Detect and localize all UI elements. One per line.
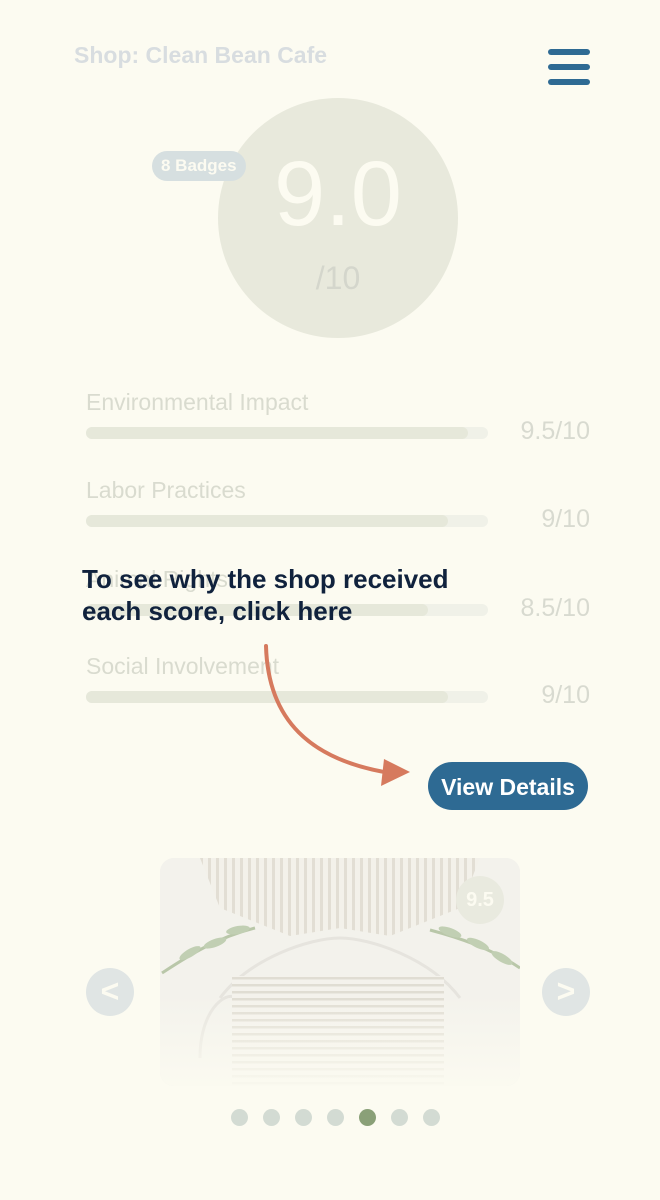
metric-label: Animal Rights <box>86 566 228 592</box>
overall-score-max: /10 <box>315 260 361 296</box>
carousel-dot[interactable] <box>359 1109 376 1126</box>
image-score-badge: 9.5 <box>456 876 504 924</box>
metric-progress-track <box>86 515 488 527</box>
carousel-dot[interactable] <box>231 1109 248 1126</box>
view-details-button[interactable]: View Details <box>428 762 588 810</box>
metric-label: Labor Practices <box>86 477 246 503</box>
metric-progress-track <box>86 691 488 703</box>
carousel-next-button[interactable]: > <box>542 968 590 1016</box>
badges-count-badge[interactable]: 8 Badges <box>152 151 246 181</box>
carousel-dot[interactable] <box>295 1109 312 1126</box>
tote-bag-photo-icon <box>160 858 520 1086</box>
carousel-dot[interactable] <box>327 1109 344 1126</box>
callout-arrow-icon <box>264 644 410 786</box>
overall-score-circle: 9.0 /10 <box>218 98 458 338</box>
metric-score: 8.5/10 <box>520 594 590 622</box>
metric-score: 9/10 <box>541 505 590 533</box>
carousel-dot[interactable] <box>391 1109 408 1126</box>
carousel-image[interactable]: 9.5 <box>160 858 520 1086</box>
carousel-dot[interactable] <box>263 1109 280 1126</box>
overall-score-value: 9.0 <box>274 143 402 245</box>
metric-score: 9/10 <box>541 681 590 709</box>
carousel-dot[interactable] <box>423 1109 440 1126</box>
carousel-prev-button[interactable]: < <box>86 968 134 1016</box>
metric-label: Environmental Impact <box>86 389 309 415</box>
metric-progress-track <box>86 427 488 439</box>
metric-progress-fill <box>86 691 448 703</box>
tutorial-callout-text: To see why the shop received each score,… <box>82 564 449 626</box>
metric-label: Social Involvement <box>86 653 280 679</box>
metric-progress-fill <box>86 515 448 527</box>
shop-title: Shop: Clean Bean Cafe <box>74 42 328 68</box>
metric-progress-track <box>86 604 488 616</box>
metric-score: 9.5/10 <box>520 417 590 445</box>
hamburger-menu-icon[interactable] <box>548 49 590 91</box>
metric-progress-fill <box>86 427 468 439</box>
metric-progress-fill <box>86 604 428 616</box>
